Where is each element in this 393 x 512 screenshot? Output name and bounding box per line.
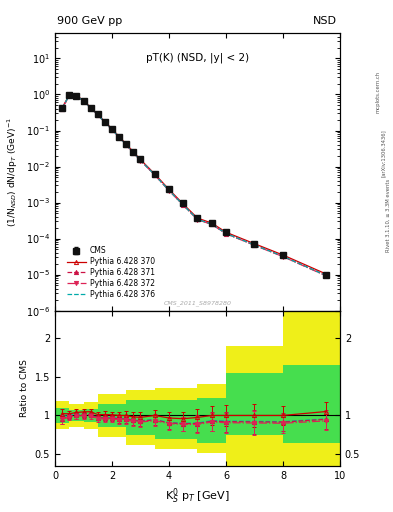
Pythia 6.428 370 <box>103 118 107 124</box>
Pythia 6.428 376 <box>167 187 171 194</box>
Pythia 6.428 370 <box>60 104 64 111</box>
Pythia 6.428 371 <box>195 217 200 223</box>
Pythia 6.428 376 <box>181 202 185 208</box>
Pythia 6.428 372 <box>224 231 228 237</box>
Pythia 6.428 376 <box>152 172 157 178</box>
Pythia 6.428 376 <box>88 105 93 111</box>
Pythia 6.428 371 <box>209 221 214 227</box>
Pythia 6.428 370 <box>138 157 143 163</box>
Pythia 6.428 376 <box>209 221 214 227</box>
Pythia 6.428 376 <box>117 134 121 140</box>
Pythia 6.428 376 <box>124 142 129 148</box>
Text: pT(K) (NSD, |y| < 2): pT(K) (NSD, |y| < 2) <box>146 53 249 63</box>
Pythia 6.428 376 <box>131 150 136 156</box>
Pythia 6.428 372 <box>252 242 257 248</box>
Pythia 6.428 371 <box>67 92 72 98</box>
Pythia 6.428 372 <box>81 98 86 104</box>
Pythia 6.428 370 <box>224 229 228 236</box>
Y-axis label: (1/N$_{NSD}$) dN/dp$_T$ (GeV)$^{-1}$: (1/N$_{NSD}$) dN/dp$_T$ (GeV)$^{-1}$ <box>6 117 20 227</box>
Pythia 6.428 370 <box>95 111 100 117</box>
Pythia 6.428 371 <box>181 202 185 208</box>
Legend: CMS, Pythia 6.428 370, Pythia 6.428 371, Pythia 6.428 372, Pythia 6.428 376: CMS, Pythia 6.428 370, Pythia 6.428 371,… <box>64 244 157 301</box>
Pythia 6.428 370 <box>167 186 171 193</box>
Pythia 6.428 371 <box>88 105 93 111</box>
Text: mcplots.cern.ch: mcplots.cern.ch <box>376 71 380 113</box>
Pythia 6.428 370 <box>110 126 114 132</box>
Pythia 6.428 376 <box>195 216 200 222</box>
Pythia 6.428 370 <box>67 92 72 98</box>
Pythia 6.428 371 <box>167 187 171 194</box>
Pythia 6.428 372 <box>138 158 143 164</box>
Pythia 6.428 376 <box>81 98 86 104</box>
Pythia 6.428 371 <box>224 230 228 237</box>
Pythia 6.428 370 <box>209 220 214 226</box>
Pythia 6.428 376 <box>103 119 107 125</box>
Pythia 6.428 371 <box>138 157 143 163</box>
Pythia 6.428 372 <box>124 142 129 148</box>
Line: Pythia 6.428 370: Pythia 6.428 370 <box>60 93 328 276</box>
Text: Rivet 3.1.10, ≥ 3.3M events: Rivet 3.1.10, ≥ 3.3M events <box>386 178 391 252</box>
Pythia 6.428 372 <box>181 202 185 208</box>
Pythia 6.428 372 <box>103 119 107 125</box>
Pythia 6.428 371 <box>252 242 257 248</box>
Pythia 6.428 376 <box>95 112 100 118</box>
Pythia 6.428 371 <box>131 150 136 156</box>
Pythia 6.428 370 <box>81 97 86 103</box>
Pythia 6.428 376 <box>252 242 257 248</box>
Pythia 6.428 370 <box>281 252 285 258</box>
Pythia 6.428 371 <box>117 134 121 140</box>
Pythia 6.428 372 <box>67 93 72 99</box>
Pythia 6.428 371 <box>60 106 64 112</box>
Pythia 6.428 372 <box>110 126 114 133</box>
Pythia 6.428 370 <box>195 215 200 221</box>
Pythia 6.428 376 <box>60 105 64 111</box>
Line: Pythia 6.428 371: Pythia 6.428 371 <box>60 93 328 278</box>
Pythia 6.428 372 <box>60 106 64 112</box>
Pythia 6.428 372 <box>152 172 157 178</box>
Pythia 6.428 370 <box>323 271 328 277</box>
Pythia 6.428 376 <box>281 253 285 260</box>
Pythia 6.428 372 <box>95 112 100 118</box>
Pythia 6.428 376 <box>138 157 143 163</box>
Line: Pythia 6.428 376: Pythia 6.428 376 <box>62 95 326 275</box>
Pythia 6.428 370 <box>117 134 121 140</box>
Pythia 6.428 370 <box>252 241 257 247</box>
Pythia 6.428 371 <box>323 272 328 279</box>
Text: NSD: NSD <box>313 15 337 26</box>
Pythia 6.428 370 <box>131 149 136 155</box>
Pythia 6.428 372 <box>131 150 136 156</box>
Pythia 6.428 372 <box>74 93 79 99</box>
Text: CMS_2011_S8978280: CMS_2011_S8978280 <box>163 301 231 307</box>
Pythia 6.428 370 <box>88 104 93 111</box>
Pythia 6.428 372 <box>167 187 171 194</box>
Pythia 6.428 371 <box>74 93 79 99</box>
Pythia 6.428 371 <box>95 112 100 118</box>
Pythia 6.428 372 <box>209 221 214 227</box>
Pythia 6.428 371 <box>124 142 129 148</box>
Pythia 6.428 370 <box>152 171 157 177</box>
Text: [arXiv:1306.3436]: [arXiv:1306.3436] <box>381 130 386 178</box>
Pythia 6.428 372 <box>195 217 200 223</box>
Pythia 6.428 371 <box>103 119 107 125</box>
Pythia 6.428 371 <box>281 253 285 260</box>
Pythia 6.428 376 <box>323 272 328 279</box>
Pythia 6.428 370 <box>181 201 185 207</box>
Pythia 6.428 376 <box>74 93 79 99</box>
Pythia 6.428 376 <box>110 126 114 133</box>
Pythia 6.428 376 <box>224 230 228 237</box>
Pythia 6.428 370 <box>74 92 79 98</box>
Pythia 6.428 372 <box>117 134 121 140</box>
Pythia 6.428 371 <box>81 98 86 104</box>
Pythia 6.428 371 <box>110 126 114 133</box>
Pythia 6.428 372 <box>281 253 285 260</box>
Text: 900 GeV pp: 900 GeV pp <box>57 15 122 26</box>
Pythia 6.428 371 <box>152 172 157 178</box>
Pythia 6.428 372 <box>88 105 93 111</box>
Pythia 6.428 376 <box>67 92 72 98</box>
Pythia 6.428 372 <box>323 273 328 279</box>
Pythia 6.428 370 <box>124 141 129 147</box>
Y-axis label: Ratio to CMS: Ratio to CMS <box>20 359 29 417</box>
Line: Pythia 6.428 372: Pythia 6.428 372 <box>60 94 328 278</box>
X-axis label: K$^0_S$ p$_T$ [GeV]: K$^0_S$ p$_T$ [GeV] <box>165 486 230 506</box>
